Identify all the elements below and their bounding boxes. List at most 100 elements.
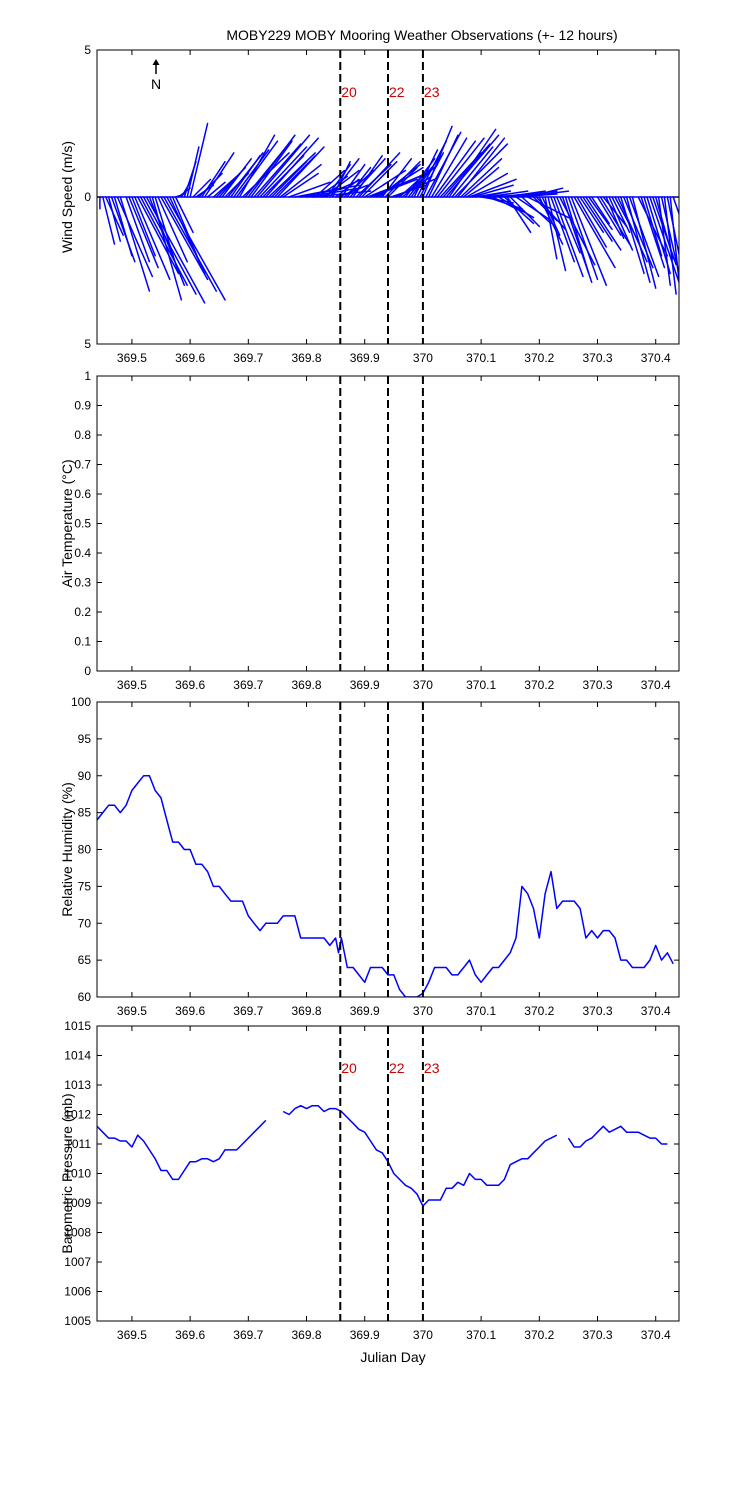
y-tick-label: 90 xyxy=(78,769,92,783)
relative-humidity-axes: 60 65 70 75 80 85 90 95 100 369.5 369.6 369.7 369.8 3… xyxy=(71,695,680,1018)
wind-vector xyxy=(387,166,418,198)
y-tick-label: 85 xyxy=(78,806,92,820)
wind-vector xyxy=(413,149,439,198)
wind-vector xyxy=(657,196,672,286)
wind-vector xyxy=(102,196,116,245)
x-tick-label: 370.3 xyxy=(583,1328,613,1342)
x-tick-label: 369.9 xyxy=(350,1328,380,1342)
barometric-pressure-series xyxy=(97,1104,668,1207)
wind-vector xyxy=(465,172,509,198)
y-tick-label: 5 xyxy=(84,43,91,57)
x-tick-label: 370.4 xyxy=(641,1004,671,1018)
x-tick-label: 369.8 xyxy=(292,1004,322,1018)
y-tick-label: 75 xyxy=(78,879,92,893)
event-lines: 20 22 23 xyxy=(339,1026,440,1321)
event-lines: 20 22 23 xyxy=(339,50,440,344)
x-tick-label: 369.8 xyxy=(292,678,322,692)
rh-line xyxy=(97,775,674,997)
bp-line xyxy=(282,1104,558,1207)
y-tick-label: 1013 xyxy=(64,1078,91,1092)
x-tick-label: 370.4 xyxy=(641,351,671,365)
wind-vector xyxy=(160,196,209,281)
wind-vector xyxy=(189,122,209,198)
wind-vector xyxy=(427,134,459,198)
x-tick-label: 369.9 xyxy=(350,351,380,365)
wind-vector xyxy=(564,196,590,275)
wind-vector xyxy=(104,196,124,236)
wind-vector xyxy=(186,146,200,198)
y-tick-label: 5 xyxy=(84,337,91,351)
wind-vector xyxy=(454,143,509,198)
air-temperature-axis-label: Air Temperature (°C) xyxy=(59,459,75,587)
wind-vector xyxy=(588,196,613,231)
x-tick-label: 369.5 xyxy=(117,678,147,692)
wind-vector xyxy=(628,196,660,278)
wind-vector xyxy=(139,196,188,286)
x-tick-label: 369.6 xyxy=(175,678,205,692)
wind-vector xyxy=(521,196,552,225)
wind-vector xyxy=(666,196,679,258)
x-tick-label: 370.2 xyxy=(524,351,554,365)
wind-vector xyxy=(136,196,180,275)
x-tick-label: 369.9 xyxy=(350,678,380,692)
x-axis-label: Julian Day xyxy=(360,1349,425,1365)
x-tick-label: 370 xyxy=(413,678,433,692)
wind-vector xyxy=(556,196,581,254)
wind-vector xyxy=(625,196,651,284)
wind-vector xyxy=(640,196,666,269)
wind-vector xyxy=(358,152,401,198)
wind-vector xyxy=(436,137,485,198)
x-tick-label: 370.4 xyxy=(641,678,671,692)
wind-vector xyxy=(526,196,570,219)
y-tick-label: 70 xyxy=(78,916,92,930)
wind-vector xyxy=(238,134,276,198)
wind-vector xyxy=(282,172,319,198)
y-tick-label: 1015 xyxy=(64,1019,91,1033)
wind-vector xyxy=(131,196,156,257)
x-tick-label: 369.5 xyxy=(117,351,147,365)
wind-vector xyxy=(672,196,679,216)
x-tick-label: 370.1 xyxy=(466,1328,496,1342)
y-tick-label: 1005 xyxy=(64,1314,91,1328)
wind-vector xyxy=(116,196,154,278)
event-line-label: 20 xyxy=(341,1060,357,1076)
x-tick-label: 370.3 xyxy=(583,678,613,692)
wind-vector xyxy=(288,181,331,198)
wind-vector xyxy=(448,128,497,198)
wind-vector xyxy=(573,196,616,269)
x-tick-label: 369.6 xyxy=(175,1328,205,1342)
x-tick-label: 370.1 xyxy=(466,678,496,692)
x-tick-label: 370.2 xyxy=(524,1328,554,1342)
wind-vector xyxy=(361,160,398,198)
wind-vector xyxy=(233,149,270,198)
north-arrow: N xyxy=(151,59,161,92)
y-tick-label: 1006 xyxy=(64,1285,91,1299)
wind-vector xyxy=(279,163,322,198)
x-tick-label: 370 xyxy=(413,1004,433,1018)
wind-vector xyxy=(480,190,511,198)
wind-vector xyxy=(471,184,514,198)
x-tick-label: 369.6 xyxy=(175,1004,205,1018)
y-tick-label: 0.6 xyxy=(74,487,91,501)
wind-vector xyxy=(445,134,500,198)
wind-vector xyxy=(433,140,477,198)
x-tick-label: 369.8 xyxy=(292,1328,322,1342)
wind-vector xyxy=(125,196,151,263)
y-tick-label: 0.5 xyxy=(74,517,91,531)
wind-vector xyxy=(611,196,631,234)
y-tick-label: 0.1 xyxy=(74,635,91,649)
y-tick-label: 0.2 xyxy=(74,605,91,619)
north-arrow-label: N xyxy=(151,76,161,92)
y-tick-label: 0.8 xyxy=(74,428,91,442)
y-tick-label: 1012 xyxy=(64,1108,91,1122)
y-tick-label: 1014 xyxy=(64,1049,91,1063)
wind-vector xyxy=(171,196,203,269)
wind-vector xyxy=(457,137,506,198)
wind-vector xyxy=(331,160,351,198)
wind-vector xyxy=(119,196,151,292)
x-tick-label: 369.7 xyxy=(233,1328,263,1342)
y-tick-label: 0.3 xyxy=(74,576,91,590)
wind-vector xyxy=(660,196,679,275)
wind-vector xyxy=(256,134,311,198)
